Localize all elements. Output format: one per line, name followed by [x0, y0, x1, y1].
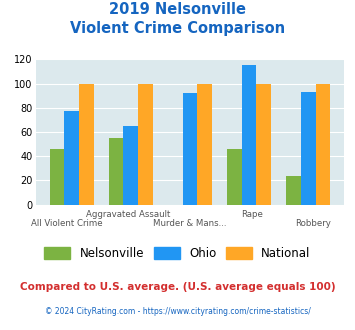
Bar — [124, 126, 138, 205]
Bar — [64, 112, 79, 205]
Text: All Violent Crime: All Violent Crime — [31, 219, 102, 228]
Text: Compared to U.S. average. (U.S. average equals 100): Compared to U.S. average. (U.S. average … — [20, 282, 335, 292]
Bar — [109, 138, 124, 205]
Text: Violent Crime Comparison: Violent Crime Comparison — [70, 21, 285, 36]
Bar — [316, 83, 330, 205]
Bar — [242, 65, 256, 205]
Text: Aggravated Assault: Aggravated Assault — [86, 210, 170, 218]
Bar — [286, 176, 301, 205]
Bar — [301, 92, 316, 205]
Text: Murder & Mans...: Murder & Mans... — [153, 219, 227, 228]
Bar — [197, 83, 212, 205]
Bar — [182, 93, 197, 205]
Text: © 2024 CityRating.com - https://www.cityrating.com/crime-statistics/: © 2024 CityRating.com - https://www.city… — [45, 307, 310, 316]
Bar — [79, 83, 94, 205]
Bar — [256, 83, 271, 205]
Bar — [50, 149, 64, 205]
Text: Rape: Rape — [241, 210, 263, 218]
Bar — [138, 83, 153, 205]
Text: 2019 Nelsonville: 2019 Nelsonville — [109, 2, 246, 16]
Bar — [227, 149, 242, 205]
Legend: Nelsonville, Ohio, National: Nelsonville, Ohio, National — [40, 242, 315, 265]
Text: Robbery: Robbery — [295, 219, 332, 228]
